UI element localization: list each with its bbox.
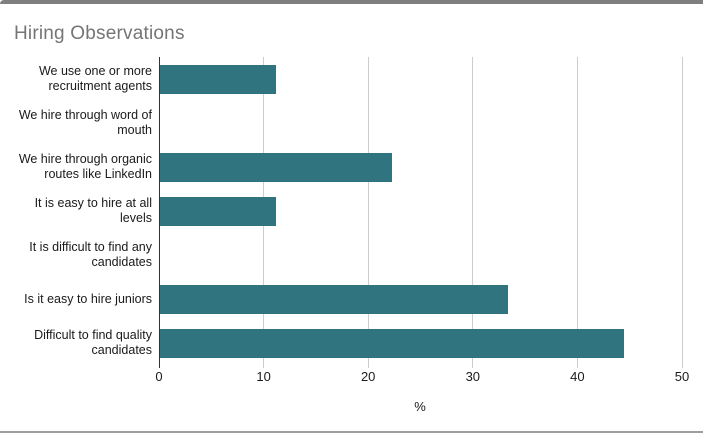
category-label: Is it easy to hire juniors bbox=[24, 291, 152, 306]
plot-area bbox=[159, 57, 683, 368]
bar[interactable] bbox=[160, 152, 393, 182]
y-axis-line bbox=[159, 57, 160, 368]
bar-row bbox=[160, 321, 683, 365]
bar-row bbox=[160, 277, 683, 321]
y-axis-category-labels: We use one or more recruitment agents We … bbox=[0, 57, 152, 365]
category-label: We hire through word of mouth bbox=[18, 108, 152, 137]
bar[interactable] bbox=[160, 284, 509, 314]
bar[interactable] bbox=[160, 196, 277, 226]
gridline bbox=[681, 57, 683, 368]
bar[interactable] bbox=[160, 64, 277, 94]
bar[interactable] bbox=[160, 328, 625, 358]
bar-row bbox=[160, 57, 683, 101]
bar-row bbox=[160, 189, 683, 233]
category-label: Difficult to find quality candidates bbox=[34, 328, 152, 357]
window-top-border bbox=[0, 0, 703, 4]
bar-row bbox=[160, 233, 683, 277]
category-label: It is easy to hire at all levels bbox=[34, 196, 152, 225]
x-tick-label: 10 bbox=[256, 369, 271, 384]
bar-rows bbox=[160, 57, 683, 365]
category-label: It is difficult to find any candidates bbox=[29, 240, 152, 269]
x-tick-label: 0 bbox=[155, 369, 163, 384]
x-tick-label: 30 bbox=[465, 369, 481, 384]
category-label: We use one or more recruitment agents bbox=[38, 64, 152, 93]
window-bottom-border bbox=[0, 431, 703, 433]
x-tick-label: 50 bbox=[674, 369, 690, 384]
bar-row bbox=[160, 101, 683, 145]
x-tick-label: 40 bbox=[570, 369, 585, 384]
gridline bbox=[367, 57, 369, 368]
category-label: We hire through organic routes like Link… bbox=[18, 152, 152, 181]
chart-title: Hiring Observations bbox=[14, 23, 185, 44]
x-tick-label: 20 bbox=[360, 369, 376, 384]
gridline bbox=[472, 57, 474, 368]
bar-row bbox=[160, 145, 683, 189]
x-axis-title: % bbox=[414, 399, 426, 414]
gridline bbox=[576, 57, 578, 368]
